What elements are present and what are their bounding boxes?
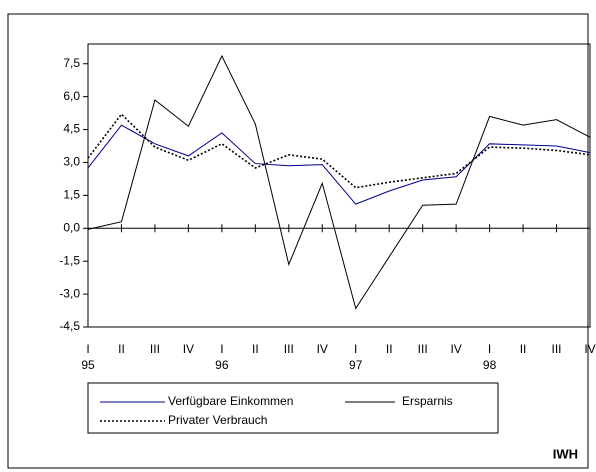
y-tick-label: 3,0 xyxy=(63,155,80,169)
legend-label: Privater Verbrauch xyxy=(168,413,267,427)
y-tick-label: 0,0 xyxy=(63,220,80,234)
y-tick-label: -1,5 xyxy=(59,253,80,267)
x-tick-label: II xyxy=(252,342,259,356)
x-tick-label: II xyxy=(118,342,125,356)
y-tick-label: 1,5 xyxy=(63,188,80,202)
x-tick-label: IV xyxy=(450,342,461,356)
x-tick-label: I xyxy=(354,342,357,356)
year-label: 98 xyxy=(483,358,497,372)
x-tick-label: III xyxy=(552,342,562,356)
source-label: IWH xyxy=(553,446,578,461)
x-tick-label: IV xyxy=(183,342,194,356)
y-tick-label: 7,5 xyxy=(63,56,80,70)
x-tick-label: I xyxy=(86,342,89,356)
y-tick-label: -4,5 xyxy=(59,319,80,333)
x-tick-label: II xyxy=(386,342,393,356)
x-tick-label: IV xyxy=(584,342,595,356)
x-tick-label: I xyxy=(220,342,223,356)
x-tick-label: III xyxy=(418,342,428,356)
outer-frame xyxy=(7,13,589,469)
x-tick-label: I xyxy=(488,342,491,356)
series-line xyxy=(87,54,591,310)
y-tick-label: 6,0 xyxy=(63,89,80,103)
x-tick-label: III xyxy=(150,342,160,356)
year-label: 97 xyxy=(349,358,363,372)
x-tick-label: IV xyxy=(317,342,328,356)
y-tick-label: -3,0 xyxy=(59,286,80,300)
legend-box xyxy=(87,382,499,434)
year-label: 96 xyxy=(215,358,229,372)
x-tick-label: II xyxy=(520,342,527,356)
legend-label: Verfügbare Einkommen xyxy=(168,394,293,408)
x-tick-label: III xyxy=(284,342,294,356)
y-tick-label: 4,5 xyxy=(63,122,80,136)
plot-frame xyxy=(87,43,591,328)
series-line xyxy=(87,124,591,205)
year-label: 95 xyxy=(81,358,95,372)
legend-label: Ersparnis xyxy=(402,394,453,408)
series-line xyxy=(87,112,591,189)
